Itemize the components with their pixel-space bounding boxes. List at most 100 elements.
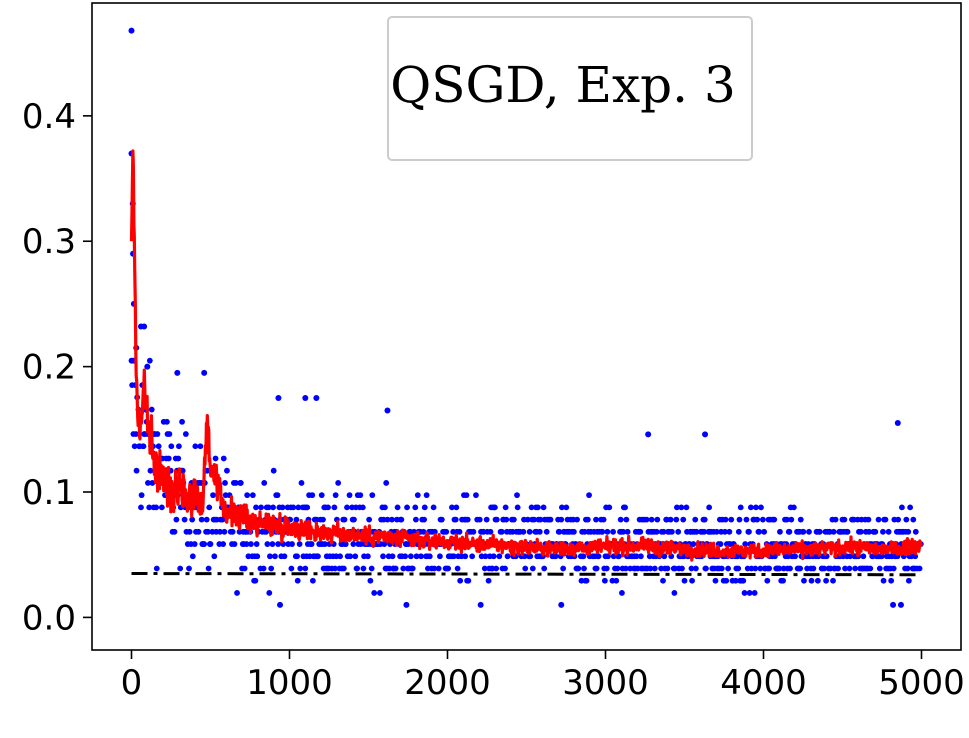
data-point — [514, 504, 521, 511]
data-point — [487, 528, 494, 535]
data-point — [593, 516, 599, 523]
data-point — [481, 565, 488, 572]
data-point — [294, 577, 301, 584]
data-point — [413, 516, 419, 523]
data-point — [268, 565, 275, 572]
data-point — [783, 516, 790, 523]
data-point — [797, 565, 804, 572]
data-point — [165, 455, 172, 462]
data-point — [462, 553, 469, 560]
data-point — [678, 504, 685, 511]
data-point — [528, 504, 535, 511]
data-point — [321, 541, 328, 547]
data-point — [182, 431, 189, 437]
data-point — [342, 541, 349, 547]
data-point — [496, 553, 503, 560]
data-point — [522, 565, 529, 572]
data-point — [270, 467, 277, 474]
data-point — [703, 565, 709, 572]
data-point — [346, 492, 353, 499]
data-point — [613, 577, 620, 584]
data-point — [492, 504, 498, 511]
y-tick-label: 0.2 — [22, 348, 76, 388]
data-point — [692, 565, 699, 572]
data-point — [351, 516, 357, 523]
data-point — [158, 504, 165, 511]
y-axis: 0.0 0.1 0.2 0.3 0.4 — [22, 97, 92, 638]
data-point — [660, 528, 667, 535]
data-point — [371, 590, 378, 596]
data-point — [712, 577, 719, 584]
data-point — [234, 590, 240, 596]
data-point — [524, 516, 531, 523]
data-point — [153, 565, 160, 572]
data-point — [298, 480, 305, 486]
data-point — [722, 528, 728, 535]
data-point — [274, 492, 281, 499]
data-point — [852, 565, 859, 572]
data-point — [701, 516, 708, 523]
data-point — [244, 492, 251, 499]
data-point — [675, 528, 682, 535]
plot-frame — [91, 2, 962, 651]
data-point — [668, 528, 675, 535]
data-point — [186, 528, 193, 535]
data-point — [457, 577, 464, 584]
data-point — [264, 541, 271, 547]
data-point — [297, 565, 304, 572]
data-point — [504, 553, 511, 560]
data-point — [693, 528, 700, 535]
data-point — [430, 504, 437, 511]
data-point — [653, 528, 660, 535]
data-point — [741, 590, 748, 596]
data-point — [534, 504, 541, 511]
data-point — [558, 504, 565, 511]
data-point-outlier — [558, 601, 565, 608]
data-point — [788, 516, 795, 523]
data-point — [595, 553, 602, 560]
data-point — [617, 516, 624, 523]
data-point — [146, 357, 153, 364]
data-point — [681, 577, 688, 584]
x-tick-label: 4000 — [720, 663, 807, 703]
data-point — [844, 528, 851, 535]
data-point — [359, 504, 366, 511]
data-point — [261, 480, 268, 486]
data-point — [463, 492, 470, 499]
data-point — [583, 577, 590, 584]
data-point — [743, 516, 750, 523]
data-point — [163, 418, 170, 425]
data-point — [149, 480, 156, 486]
data-point — [243, 541, 250, 547]
data-point — [502, 504, 509, 511]
data-point — [224, 467, 230, 474]
data-point — [210, 492, 216, 499]
data-point — [147, 467, 154, 474]
data-point — [610, 528, 616, 535]
data-point — [175, 455, 182, 462]
data-point-outlier — [702, 431, 709, 438]
data-point — [179, 418, 185, 425]
data-point — [473, 492, 479, 499]
data-point — [470, 528, 477, 535]
data-point — [153, 504, 160, 511]
data-point — [418, 553, 424, 560]
data-point — [797, 516, 804, 523]
data-point — [357, 492, 364, 499]
data-point — [800, 528, 807, 535]
data-point — [619, 590, 625, 596]
data-point — [398, 516, 405, 523]
data-point — [368, 565, 375, 572]
data-point — [263, 528, 270, 535]
data-point — [747, 504, 754, 511]
data-point — [253, 504, 259, 511]
data-point — [876, 565, 883, 572]
data-point — [293, 516, 300, 523]
data-point — [723, 577, 730, 584]
data-point — [558, 516, 565, 523]
data-point — [547, 516, 554, 523]
data-point — [431, 565, 438, 572]
data-point-outlier — [645, 431, 652, 438]
data-point — [421, 516, 428, 523]
data-point — [614, 565, 621, 572]
